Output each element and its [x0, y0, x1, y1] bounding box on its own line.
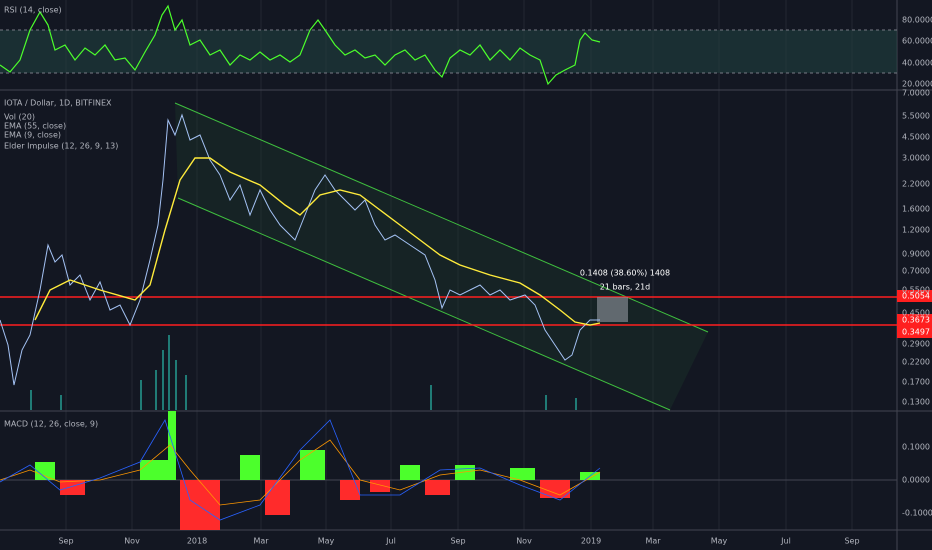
- axis-label: 7.0000: [902, 89, 930, 98]
- axis-label: 0.4500: [902, 309, 930, 318]
- axis-label: 1.2000: [902, 226, 930, 235]
- time-label: 2019: [581, 537, 601, 546]
- axis-label: 60.0000: [902, 37, 932, 46]
- time-label: Sep: [844, 537, 859, 546]
- legend-item: EMA (55, close): [4, 122, 66, 131]
- price-tag: [897, 290, 932, 302]
- price-tag-label: 0.3497: [902, 328, 930, 337]
- axis-label: 0.1300: [902, 398, 930, 407]
- axis-label: 4.5000: [902, 133, 930, 142]
- channel-lower: [177, 197, 671, 411]
- measure-label: 21 bars, 21d: [600, 283, 651, 292]
- panel-title: RSI (14, close): [4, 6, 62, 15]
- time-label: Sep: [58, 537, 73, 546]
- axis-label: 20.0000: [902, 80, 932, 89]
- time-label: Mar: [645, 537, 661, 546]
- rsi-band: [0, 30, 897, 73]
- time-label: May: [318, 537, 335, 546]
- grid: [65, 0, 853, 530]
- channel-upper: [174, 102, 709, 333]
- axis-label: 40.0000: [902, 59, 932, 68]
- legend-item: Elder Impulse (12, 26, 9, 13): [4, 142, 118, 151]
- axis-label: 80.0000: [902, 16, 932, 25]
- axis-label: 0.7000: [902, 267, 930, 276]
- time-label: Mar: [253, 537, 269, 546]
- time-label: 2018: [187, 537, 207, 546]
- axis-label: 2.2000: [902, 180, 930, 189]
- time-label: Nov: [516, 537, 532, 546]
- axis-label: 0.1000: [902, 443, 930, 452]
- axis-label: 5.5000: [902, 112, 930, 121]
- axis-label: 0.0000: [902, 476, 930, 485]
- price-tag: [897, 314, 932, 326]
- volume-bars: [30, 335, 577, 410]
- axis-label: 0.1700: [902, 378, 930, 387]
- time-label: May: [711, 537, 728, 546]
- measure-label: 0.1408 (38.60%) 1408: [580, 269, 670, 278]
- axis-label: 0.9000: [902, 250, 930, 259]
- time-label: Nov: [124, 537, 140, 546]
- rsi-line: [0, 4, 601, 86]
- price-tag-label: 0.5054: [902, 292, 930, 301]
- macd-hist-positive: [35, 411, 600, 480]
- time-label: Jul: [385, 537, 396, 546]
- measure-box: [597, 297, 628, 322]
- legend-item: EMA (9, close): [4, 131, 61, 140]
- time-label: Jul: [780, 537, 791, 546]
- axis-label: 0.2900: [902, 340, 930, 349]
- macd-hist-negative: [60, 480, 570, 530]
- legend-item: Vol (20): [4, 113, 35, 122]
- panel-title: MACD (12, 26, close, 9): [4, 420, 98, 429]
- axis-label: 0.5500: [902, 286, 930, 295]
- price-tag: [897, 326, 932, 338]
- macd-line: [0, 419, 601, 521]
- time-label: Sep: [450, 537, 465, 546]
- axis-label: 0.2200: [902, 358, 930, 367]
- axis-label: 3.0000: [902, 154, 930, 163]
- ema-line: [34, 157, 601, 326]
- legend-item: IOTA / Dollar, 1D, BITFINEX: [4, 99, 112, 108]
- price-tag-label: 0.3673: [902, 316, 930, 325]
- price-line: [0, 113, 600, 386]
- axis-label: 1.6000: [902, 205, 930, 214]
- axis-label: -0.1000: [902, 509, 932, 518]
